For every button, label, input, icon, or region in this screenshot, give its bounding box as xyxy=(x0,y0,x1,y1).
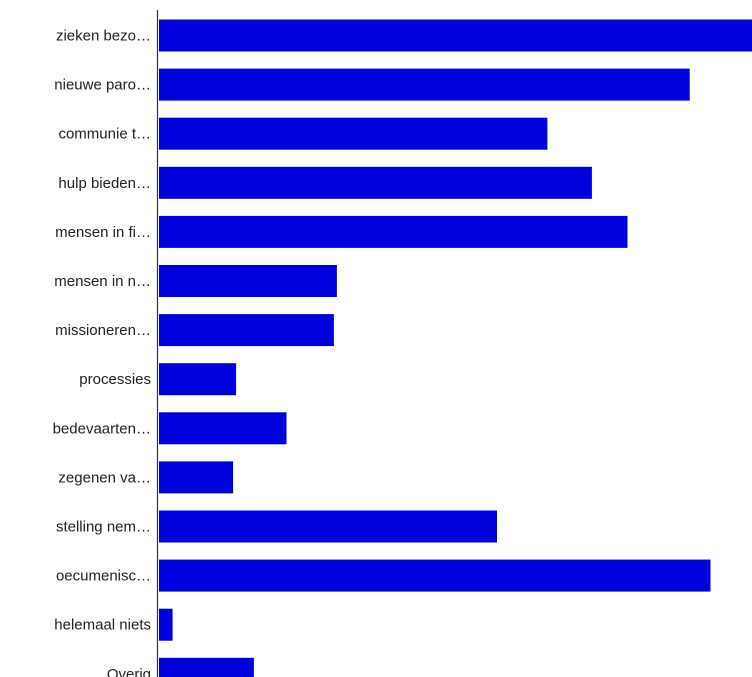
category-label: hulp bieden… xyxy=(58,175,151,192)
category-label: zieken bezo… xyxy=(56,28,151,45)
bar xyxy=(159,559,711,592)
category-label: nieuwe paro… xyxy=(54,77,151,94)
bar xyxy=(159,657,254,677)
category-labels-group: zieken bezo… nieuwe paro… communie t… hulp … xyxy=(53,28,151,677)
bar xyxy=(159,215,628,248)
bar xyxy=(159,117,548,150)
bar xyxy=(159,461,234,494)
category-label: Overig xyxy=(107,666,151,677)
category-label: communie t… xyxy=(58,126,151,143)
bar xyxy=(159,510,497,543)
category-label: oecumenisc… xyxy=(56,568,151,585)
bar xyxy=(159,363,237,396)
category-label: helemaal niets xyxy=(54,617,151,634)
category-label: processies xyxy=(79,371,151,388)
bar xyxy=(159,265,337,297)
category-label: bedevaarten… xyxy=(53,420,151,437)
category-label: zegenen va… xyxy=(58,469,151,486)
bar xyxy=(159,166,592,199)
bar xyxy=(159,68,690,101)
bar xyxy=(159,608,173,641)
bar xyxy=(159,412,287,445)
category-label: mensen in n… xyxy=(54,273,151,290)
bars-group xyxy=(159,19,752,677)
bar xyxy=(159,19,752,52)
category-label: missioneren… xyxy=(55,322,151,339)
category-label: stelling nem… xyxy=(56,519,151,536)
bar xyxy=(159,314,334,347)
category-label: mensen in fi… xyxy=(55,224,151,241)
